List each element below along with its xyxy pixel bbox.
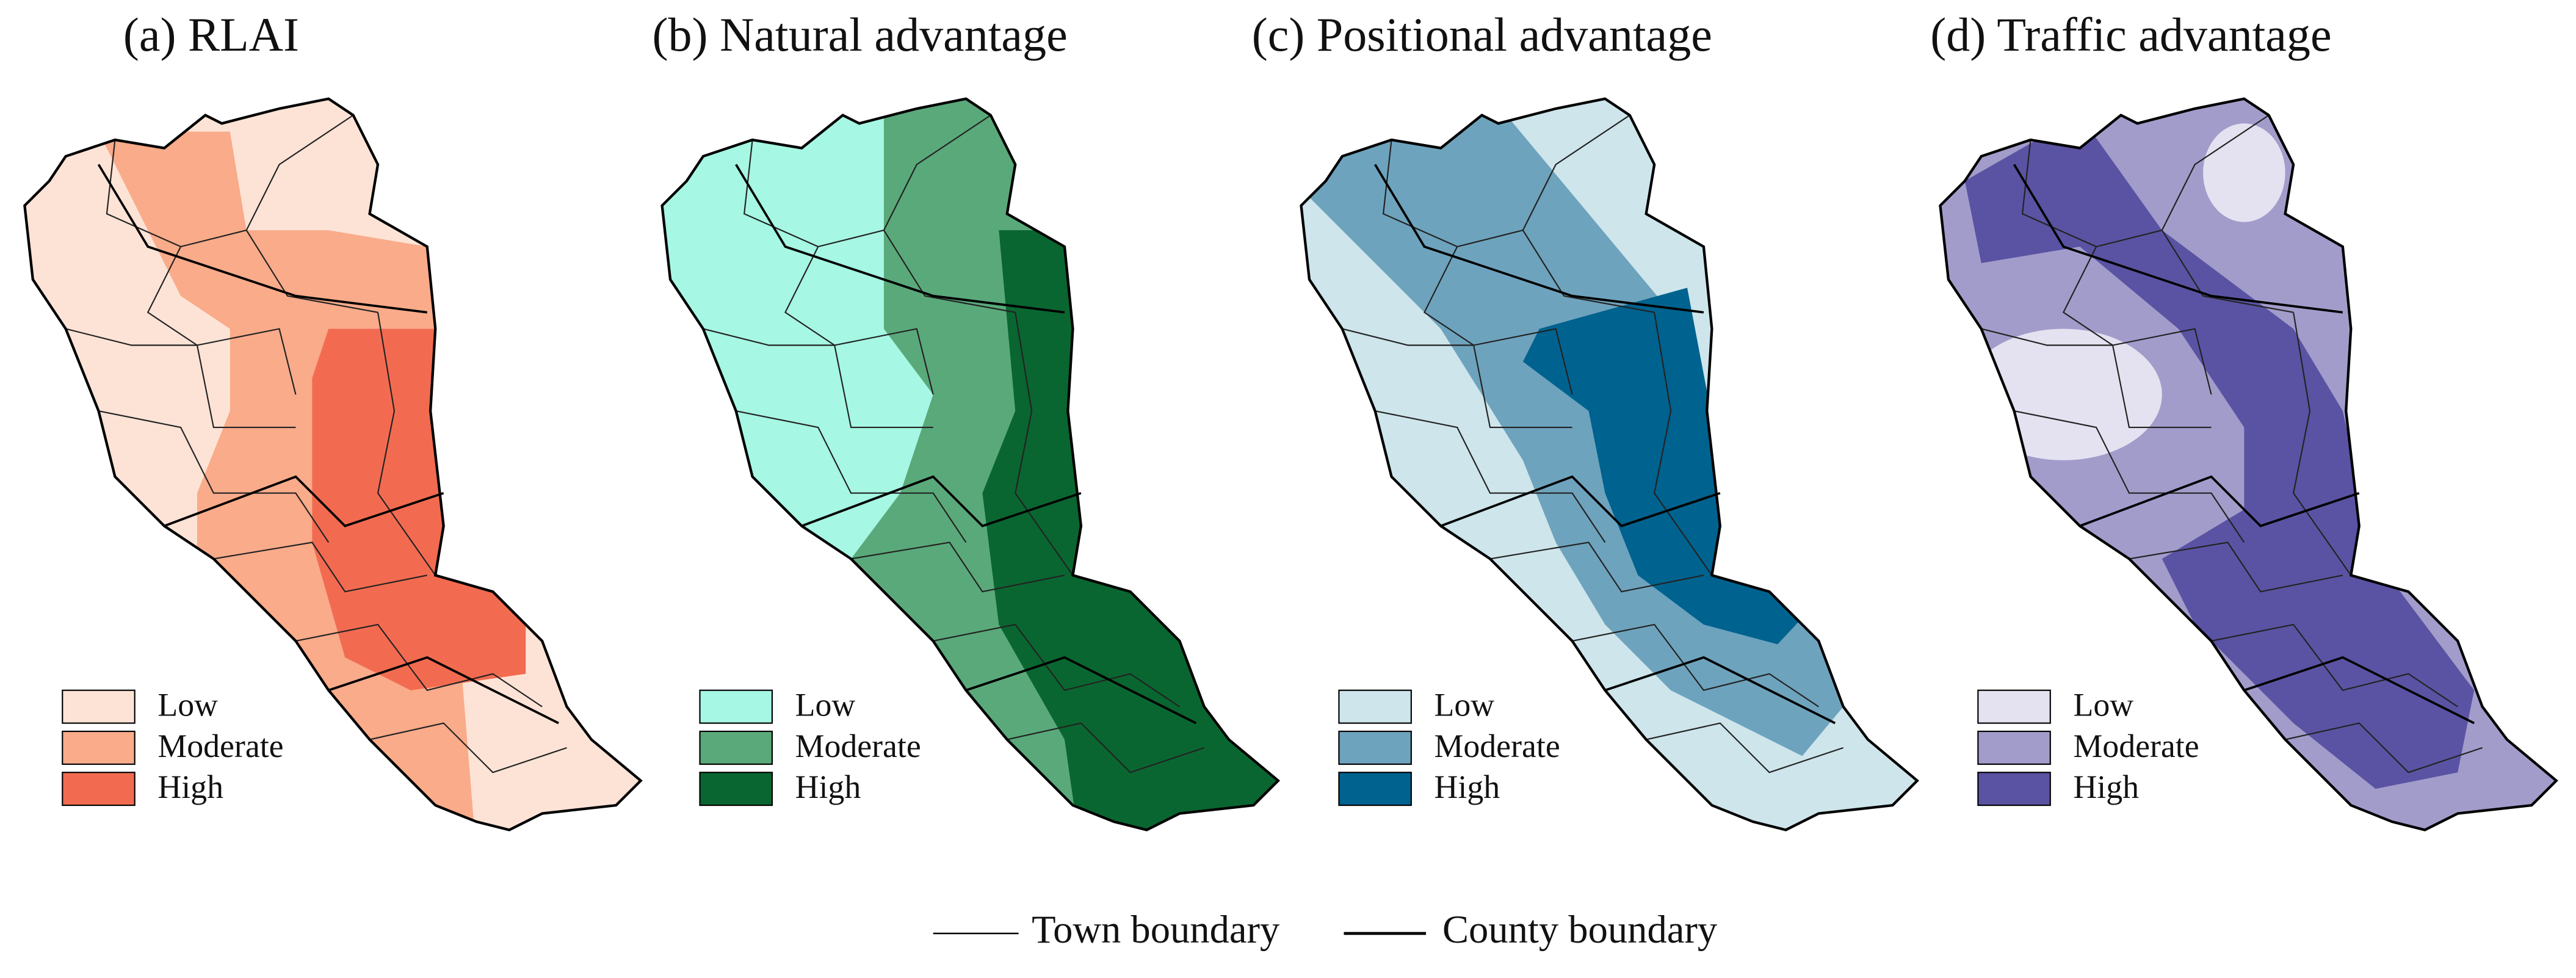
- legend-label: Low: [1435, 687, 1495, 723]
- region-outline: [660, 97, 1281, 831]
- town-boundary: [1342, 328, 1572, 429]
- legend-swatch: [1977, 772, 2051, 806]
- town-boundary: [369, 722, 567, 773]
- town-boundary: [736, 410, 967, 543]
- county-boundary: [1604, 656, 1836, 725]
- town-boundary: [1522, 114, 1630, 231]
- legend-label: Moderate: [157, 728, 283, 764]
- town-boundary: [2021, 139, 2294, 313]
- town-boundary: [2129, 542, 2343, 593]
- county-boundary: [2079, 475, 2360, 527]
- town-boundary: [1375, 410, 1606, 543]
- town-boundary: [743, 139, 1016, 313]
- legend-swatch: [699, 730, 773, 765]
- town-boundary: [2161, 114, 2270, 231]
- county-boundary: [735, 164, 1065, 314]
- legend-swatch: [1338, 772, 1412, 806]
- legend-swatch: [1338, 689, 1412, 724]
- legend-swatch: [1338, 730, 1412, 765]
- panel-title: (c) Positional advantage: [1252, 8, 1712, 61]
- town-boundary: [295, 623, 543, 708]
- map-fill: [24, 98, 641, 830]
- legend-swatch: [62, 689, 136, 724]
- map: Low Moderate High: [660, 97, 1281, 831]
- town-boundary: [2285, 722, 2483, 773]
- town-boundary: [1654, 312, 1713, 576]
- town-boundary: [850, 542, 1065, 593]
- town-boundary: [1981, 328, 2212, 429]
- county-boundary: [965, 656, 1197, 725]
- town-boundary: [933, 623, 1180, 708]
- legend-label: High: [1435, 769, 1500, 805]
- legend-label: Moderate: [2073, 728, 2199, 764]
- county-boundary: [801, 475, 1082, 527]
- town-boundary: [1007, 722, 1205, 773]
- town-boundary: [98, 410, 330, 543]
- legend-label: High: [2073, 769, 2139, 805]
- town-boundary: [245, 114, 354, 231]
- county-boundary: [1440, 475, 1721, 527]
- town-boundary: [2292, 312, 2352, 576]
- legend-swatch: [62, 772, 136, 806]
- map: Low Moderate High: [1939, 97, 2558, 831]
- map: Low Moderate High: [1300, 97, 1919, 831]
- zone: [1301, 115, 1843, 756]
- legend-swatch: [1977, 730, 2051, 765]
- legend-label: High: [795, 769, 861, 805]
- zone: [2203, 123, 2285, 222]
- region-outline: [1939, 97, 2558, 831]
- map-fill: [662, 98, 1278, 830]
- map-fill: [1940, 98, 2556, 830]
- legend-label: Town boundary: [1032, 907, 1280, 951]
- legend-swatch: [699, 772, 773, 806]
- legend-swatch: [1977, 689, 2051, 724]
- town-boundary: [377, 312, 436, 576]
- legend-label: Low: [2073, 687, 2133, 723]
- town-boundary: [106, 139, 378, 313]
- panel-title: (a) RLAI: [123, 8, 299, 61]
- county-boundary: [2243, 656, 2475, 725]
- legend-label: High: [157, 769, 223, 805]
- town-boundary: [1646, 722, 1844, 773]
- legend-swatch: [62, 730, 136, 765]
- town-boundary: [2211, 623, 2458, 708]
- town-boundary: [883, 114, 991, 231]
- town-boundary: [65, 328, 296, 429]
- town-boundary: [213, 542, 427, 593]
- town-boundary: [1015, 312, 1074, 576]
- county-boundary: [2013, 164, 2343, 314]
- legend-swatch: [699, 689, 773, 724]
- panel-title: (b) Natural advantage: [652, 8, 1067, 61]
- zone: [1964, 328, 2162, 460]
- panel-title: (d) Traffic advantage: [1930, 8, 2331, 61]
- legend-label: County boundary: [1442, 907, 1718, 951]
- map: Low Moderate High: [23, 97, 643, 831]
- county-boundary: [328, 656, 559, 725]
- county-boundary: [97, 164, 427, 314]
- legend-label: Low: [795, 687, 856, 723]
- town-boundary: [2014, 410, 2245, 543]
- town-boundary: [1382, 139, 1655, 313]
- county-boundary: [1374, 164, 1704, 314]
- zone: [1964, 115, 2475, 789]
- town-boundary: [1489, 542, 1704, 593]
- legend-label: Moderate: [795, 728, 921, 764]
- map-fill: [1301, 98, 1917, 830]
- county-boundary: [164, 475, 444, 527]
- town-boundary: [703, 328, 933, 429]
- zone: [312, 328, 526, 690]
- region-outline: [1300, 97, 1919, 831]
- region-outline: [23, 97, 643, 831]
- legend-label: Low: [157, 687, 218, 723]
- town-boundary: [1572, 623, 1819, 708]
- legend-label: Moderate: [1435, 728, 1560, 764]
